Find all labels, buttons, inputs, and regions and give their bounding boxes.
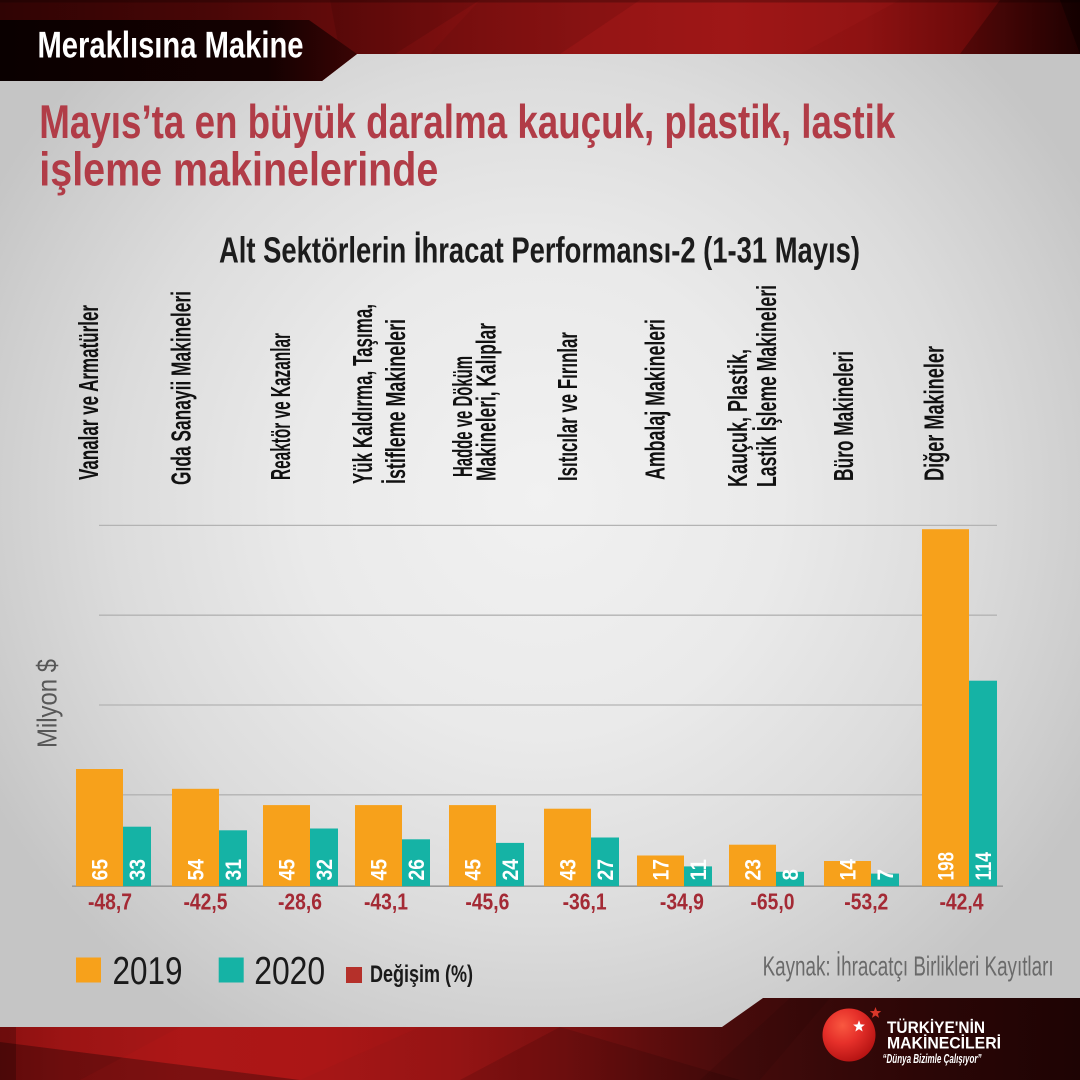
svg-text:İstifleme Makineleri: İstifleme Makineleri	[380, 319, 411, 484]
svg-text:-34,9: -34,9	[660, 889, 704, 915]
svg-text:23: 23	[740, 859, 765, 881]
svg-text:Reaktör ve Kazanlar: Reaktör ve Kazanlar	[265, 333, 296, 480]
svg-text:8: 8	[778, 869, 803, 881]
svg-text:Değişim (%): Değişim (%)	[370, 961, 473, 988]
svg-text:26: 26	[404, 859, 429, 881]
svg-text:2019: 2019	[113, 950, 183, 993]
svg-text:işleme makinelerinde: işleme makinelerinde	[39, 143, 438, 196]
svg-text:Yük Kaldırma, Taşıma,: Yük Kaldırma, Taşıma,	[347, 304, 378, 484]
svg-text:14: 14	[835, 859, 860, 881]
svg-text:Makineleri, Kalıplar: Makineleri, Kalıplar	[471, 323, 502, 481]
svg-text:-53,2: -53,2	[844, 889, 888, 915]
svg-text:11: 11	[686, 859, 711, 881]
svg-text:17: 17	[648, 859, 673, 881]
svg-text:Ambalaj Makineleri: Ambalaj Makineleri	[640, 319, 671, 480]
svg-text:-28,6: -28,6	[278, 889, 322, 915]
svg-text:Büro Makineleri: Büro Makineleri	[828, 351, 859, 481]
svg-text:32: 32	[312, 859, 337, 881]
svg-text:45: 45	[366, 859, 391, 881]
svg-text:Mayıs’ta en büyük daralma kauç: Mayıs’ta en büyük daralma kauçuk, plasti…	[39, 95, 896, 148]
svg-text:33: 33	[125, 859, 150, 881]
svg-text:43: 43	[555, 859, 580, 881]
svg-text:Alt Sektörlerin İhracat Perfor: Alt Sektörlerin İhracat Performansı-2 (1…	[219, 230, 860, 271]
svg-text:Diğer Makineler: Diğer Makineler	[919, 346, 950, 481]
svg-text:-65,0: -65,0	[751, 889, 795, 915]
svg-text:65: 65	[87, 859, 112, 881]
svg-text:Isıtıcılar ve Fırınlar: Isıtıcılar ve Fırınlar	[552, 332, 583, 481]
svg-text:54: 54	[183, 859, 208, 881]
svg-text:-42,4: -42,4	[940, 889, 984, 915]
svg-text:7: 7	[873, 869, 898, 881]
svg-text:45: 45	[460, 859, 485, 881]
svg-text:-43,1: -43,1	[364, 889, 408, 915]
svg-text:“Dünya Bizimle Çalışıyor”: “Dünya Bizimle Çalışıyor”	[883, 1052, 982, 1066]
svg-text:Gıda Sanayii Makineleri: Gıda Sanayii Makineleri	[166, 291, 197, 485]
svg-text:2020: 2020	[254, 950, 325, 993]
svg-text:Milyon $: Milyon $	[32, 659, 63, 748]
svg-text:MAKİNECİLERİ: MAKİNECİLERİ	[887, 1033, 1001, 1052]
svg-text:Hadde ve Döküm: Hadde ve Döküm	[447, 356, 478, 477]
svg-text:198: 198	[933, 852, 958, 881]
svg-text:27: 27	[593, 859, 618, 881]
svg-text:-45,6: -45,6	[465, 889, 509, 915]
svg-text:Kaynak: İhracatçı Birlikleri K: Kaynak: İhracatçı Birlikleri Kayıtları	[763, 951, 1054, 982]
svg-text:31: 31	[221, 859, 246, 881]
svg-text:Vanalar ve Armatürler: Vanalar ve Armatürler	[73, 305, 104, 480]
svg-text:Lastik İşleme Makineleri: Lastik İşleme Makineleri	[751, 285, 782, 487]
svg-text:Meraklısına Makine: Meraklısına Makine	[38, 25, 304, 66]
svg-text:114: 114	[971, 852, 996, 881]
svg-text:Kauçuk, Plastik,: Kauçuk, Plastik,	[722, 349, 753, 487]
svg-text:45: 45	[274, 859, 299, 881]
svg-text:TÜRKİYE'NİN: TÜRKİYE'NİN	[887, 1018, 985, 1037]
svg-text:24: 24	[498, 859, 523, 881]
svg-text:-36,1: -36,1	[563, 889, 607, 915]
svg-text:-48,7: -48,7	[88, 889, 132, 915]
svg-text:-42,5: -42,5	[184, 889, 228, 915]
